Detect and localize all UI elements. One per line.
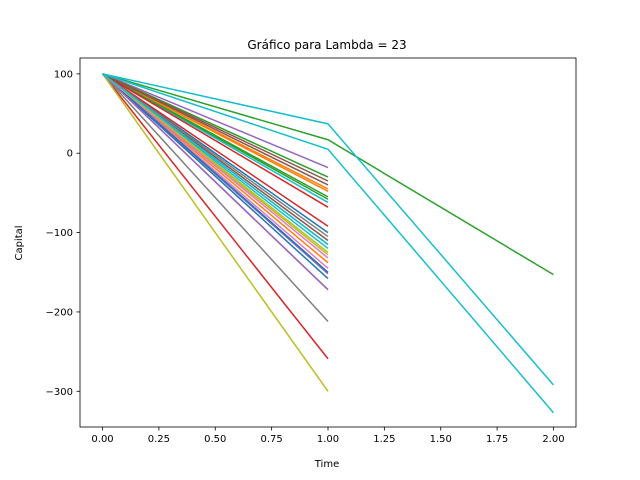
y-tick-label: −300 — [46, 387, 73, 398]
chart-title: Gráfico para Lambda = 23 — [247, 38, 406, 52]
x-tick-label: 1.00 — [317, 434, 339, 445]
series-line-28 — [102, 73, 329, 254]
series-line-7 — [101, 73, 329, 322]
series-line-32 — [102, 73, 555, 414]
y-tick-label: 0 — [67, 149, 73, 160]
series-line-3 — [101, 73, 329, 360]
series-line-13 — [102, 73, 329, 227]
series-line-17 — [102, 73, 329, 238]
series-line-4 — [102, 73, 329, 169]
series-line-21 — [102, 73, 329, 192]
x-axis-label: Time — [314, 459, 339, 470]
series-line-30 — [102, 73, 554, 276]
x-tick-label: 0.50 — [204, 434, 226, 445]
series-line-8 — [101, 73, 329, 392]
x-tick-label: 1.75 — [486, 434, 508, 445]
x-tick-label: 1.50 — [430, 434, 452, 445]
plot-lines — [101, 73, 555, 414]
x-tick-label: 2.00 — [542, 434, 564, 445]
series-line-24 — [102, 73, 329, 291]
series-line-31 — [102, 73, 555, 386]
series-line-29 — [102, 73, 329, 246]
y-tick-label: 100 — [54, 69, 73, 80]
series-line-20 — [102, 73, 329, 273]
series-line-22 — [102, 73, 329, 200]
x-tick-label: 0.00 — [91, 434, 113, 445]
y-tick-label: −100 — [46, 228, 73, 239]
x-tick-label: 0.75 — [261, 434, 283, 445]
y-axis-label: Capital — [14, 225, 25, 260]
x-tick-label: 0.25 — [148, 434, 170, 445]
y-tick-label: −200 — [46, 307, 73, 318]
plot-frame — [79, 57, 577, 428]
series-line-23 — [102, 73, 329, 208]
x-tick-label: 1.25 — [373, 434, 395, 445]
x-axis-ticks: 0.00 0.25 0.50 0.75 1.00 1.25 1.50 1.75 2.00 — [91, 427, 565, 445]
y-axis-ticks: 100 0 −100 −200 −300 — [46, 69, 80, 398]
series-line-25 — [102, 73, 329, 186]
